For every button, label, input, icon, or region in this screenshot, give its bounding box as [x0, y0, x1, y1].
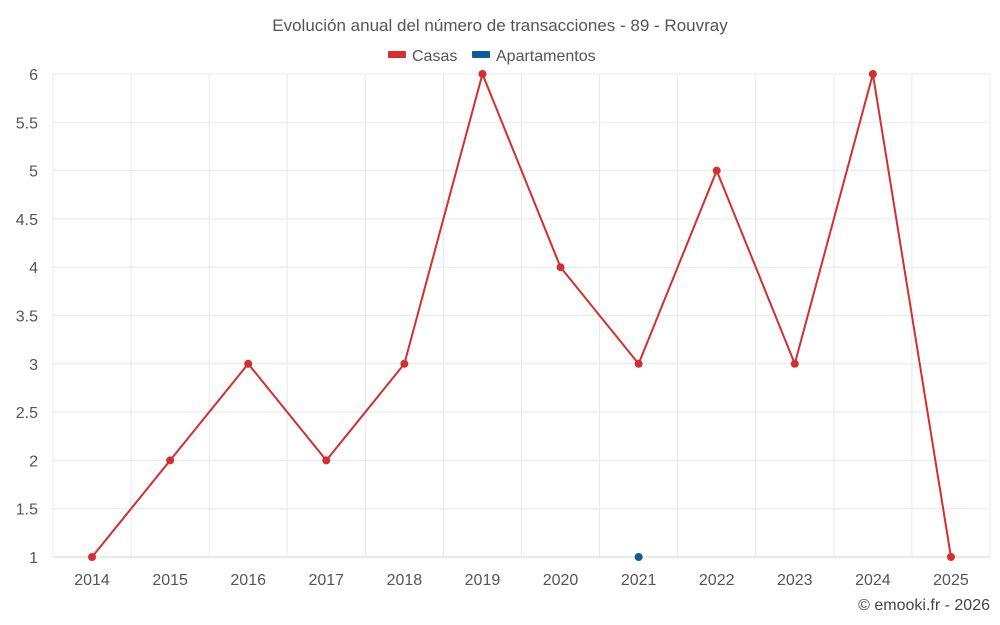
legend: Casas Apartamentos — [388, 48, 596, 65]
credit-text: © emooki.fr - 2026 — [858, 597, 990, 614]
legend-item[interactable]: Apartamentos — [472, 48, 596, 65]
x-tick-label: 2022 — [699, 572, 735, 589]
x-tick-label: 2015 — [152, 572, 188, 589]
series-layer — [88, 70, 955, 561]
grid — [52, 73, 991, 558]
data-point[interactable] — [478, 70, 487, 78]
data-point[interactable] — [868, 70, 877, 78]
legend-item[interactable]: Casas — [388, 48, 457, 65]
legend-swatch — [472, 51, 490, 58]
x-tick-label: 2021 — [621, 572, 657, 589]
y-tick-label: 3.5 — [16, 309, 38, 326]
x-tick-label: 2025 — [933, 572, 969, 589]
y-tick-label: 1 — [29, 550, 38, 567]
y-tick-label: 5.5 — [16, 115, 38, 132]
y-tick-label: 2.5 — [16, 405, 38, 422]
data-point[interactable] — [634, 359, 643, 368]
x-tick-label: 2023 — [777, 572, 813, 589]
x-tick-label: 2016 — [230, 572, 266, 589]
series-line — [91, 73, 952, 558]
data-point[interactable] — [634, 553, 643, 561]
data-point[interactable] — [322, 456, 331, 465]
x-tick-label: 2014 — [74, 572, 110, 589]
legend-swatch — [388, 51, 406, 58]
data-point[interactable] — [712, 166, 721, 175]
y-axis-ticks: 1 1.5 2 2.5 3 3.5 4 4.5 5 5.5 6 — [16, 67, 38, 567]
x-tick-label: 2020 — [543, 572, 579, 589]
y-tick-label: 4.5 — [16, 212, 38, 229]
y-tick-label: 2 — [29, 453, 38, 470]
data-point[interactable] — [556, 263, 565, 272]
y-tick-label: 3 — [29, 357, 38, 374]
data-point[interactable] — [166, 456, 175, 465]
y-tick-label: 6 — [29, 67, 38, 84]
x-tick-label: 2019 — [465, 572, 501, 589]
x-tick-label: 2017 — [308, 572, 344, 589]
series-apartamentos — [634, 553, 643, 561]
data-point[interactable] — [88, 553, 97, 561]
data-point[interactable] — [400, 359, 409, 368]
legend-label: Casas — [412, 48, 457, 65]
data-point[interactable] — [946, 553, 955, 561]
legend-label: Apartamentos — [496, 48, 596, 65]
y-tick-label: 1.5 — [16, 502, 38, 519]
series-casas — [88, 70, 955, 561]
y-tick-label: 5 — [29, 164, 38, 181]
y-tick-label: 4 — [29, 260, 38, 277]
x-axis-ticks: 2014 2015 2016 2017 2018 2019 2020 2021 2022 2023… — [74, 572, 969, 589]
x-tick-label: 2018 — [387, 572, 423, 589]
data-point[interactable] — [244, 359, 253, 368]
data-point[interactable] — [790, 359, 799, 368]
x-tick-label: 2024 — [855, 572, 891, 589]
chart-title: Evolución anual del número de transaccio… — [272, 16, 728, 35]
